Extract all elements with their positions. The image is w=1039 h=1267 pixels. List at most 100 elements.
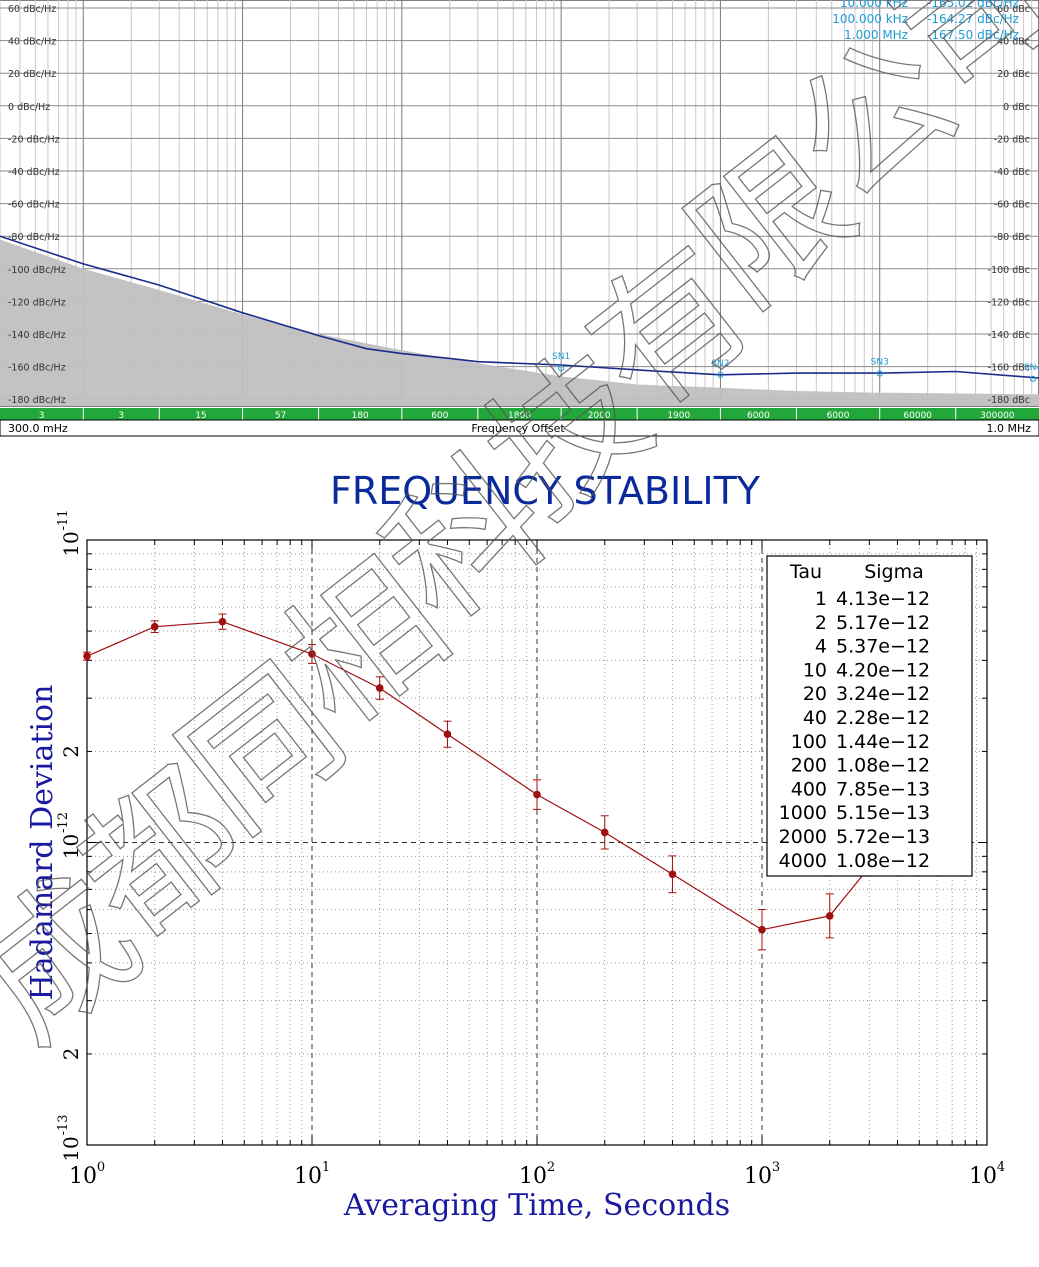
x-tick-exponent: 3 — [772, 1160, 780, 1175]
y-tick-label-right: -80 dBc — [994, 232, 1030, 243]
segment-label: 57 — [275, 411, 286, 421]
marker-label: SN3 — [871, 358, 889, 368]
marker-label: SN1 — [552, 352, 570, 362]
y-tick-label-right: 0 dBc — [1003, 102, 1030, 113]
table-sigma-cell: 5.15e−13 — [836, 802, 930, 824]
x-start-label: 300.0 mHz — [8, 422, 68, 435]
y-tick-label-right: -180 dBc — [988, 395, 1030, 406]
readout-value: -164.27 dBc/Hz — [927, 12, 1019, 26]
data-point — [218, 617, 227, 626]
x-tick-label: 10 — [69, 1164, 97, 1189]
y-tick-label-group: 10-11 — [56, 510, 83, 557]
data-point — [758, 925, 766, 934]
y-tick-label-group: 2 — [59, 1048, 83, 1061]
y-tick-label-left: -40 dBc/Hz — [8, 167, 60, 178]
marker-point — [558, 365, 565, 372]
y-tick-label-group: 10-13 — [56, 1115, 83, 1162]
table-sigma-cell: 7.85e−13 — [836, 778, 930, 800]
segment-label: 60000 — [903, 411, 932, 421]
phase-noise-trace — [0, 235, 1039, 379]
table-tau-cell: 400 — [791, 778, 827, 800]
y-tick-label-left: -80 dBc/Hz — [8, 232, 60, 243]
segment-label: 2000 — [588, 411, 611, 421]
table-sigma-cell: 3.24e−12 — [836, 683, 930, 705]
y-tick-label-left: -180 dBc/Hz — [8, 395, 66, 406]
x-tick-label: 10 — [519, 1164, 547, 1189]
marker-point — [717, 371, 724, 378]
x-end-label: 1.0 MHz — [986, 422, 1031, 435]
y-tick-label: 10 — [59, 1136, 83, 1161]
segment-bar — [0, 408, 1039, 420]
phase-noise-panel: 60 dBc/Hz 40 dBc/Hz 20 dBc/Hz 0 dBc/Hz -20 d… — [0, 0, 1039, 440]
y-tick-label-right: -160 dBc — [988, 363, 1030, 374]
x-tick-exponent: 1 — [322, 1160, 330, 1175]
segment-label: 1900 — [667, 411, 690, 421]
sigma-table-box — [766, 555, 973, 877]
y-tick-exponent: -13 — [56, 1115, 71, 1136]
data-point — [600, 828, 609, 837]
segment-label: 600 — [431, 411, 448, 421]
segment-label: 3 — [118, 411, 124, 421]
noise-floor-area — [0, 239, 1039, 406]
y-tick-label-group: 2 — [59, 745, 83, 758]
y-tick-label-left: -160 dBc/Hz — [8, 363, 66, 374]
x-tick-label: 10 — [744, 1164, 772, 1189]
y-axis-label: Hadamard Deviation — [25, 685, 60, 1001]
segment-label: 15 — [195, 411, 206, 421]
y-tick-label-group: 10-12 — [56, 812, 83, 859]
readout-frequency: 10.000 kHz — [840, 0, 908, 10]
data-point — [375, 684, 384, 692]
y-tick-label-right: 60 dBc — [997, 4, 1030, 15]
data-point — [825, 912, 834, 920]
readout-value: -167.50 dBc/Hz — [927, 28, 1019, 42]
y-tick-exponent: -12 — [56, 812, 71, 833]
table-sigma-cell: 5.72e−13 — [836, 826, 930, 848]
data-point — [443, 730, 452, 739]
phase-noise-chart: 60 dBc/Hz 40 dBc/Hz 20 dBc/Hz 0 dBc/Hz -20 d… — [0, 0, 1039, 437]
y-tick-label: 10 — [59, 531, 83, 556]
x-tick-exponent: 2 — [547, 1160, 555, 1175]
x-tick-exponent: 0 — [97, 1160, 105, 1175]
y-tick-label-right: 20 dBc — [997, 69, 1030, 80]
table-sigma-cell: 5.17e−12 — [836, 612, 930, 634]
marker-point — [1029, 375, 1037, 382]
y-tick-label-right: -40 dBc — [994, 167, 1030, 178]
data-point — [668, 870, 677, 879]
y-tick-label-left: -20 dBc/Hz — [8, 134, 60, 145]
y-tick-label-left: -60 dBc/Hz — [8, 200, 60, 211]
table-header-tau: Tau — [789, 561, 822, 583]
table-sigma-cell: 1.08e−12 — [836, 755, 930, 777]
y-tick-label-left: 20 dBc/Hz — [8, 69, 56, 80]
x-tick-exponent: 4 — [997, 1160, 1005, 1175]
table-tau-cell: 2 — [815, 612, 827, 634]
y-tick-label-right: -140 dBc — [988, 330, 1030, 341]
x-tick-label: 10 — [294, 1164, 322, 1189]
table-sigma-cell: 4.13e−12 — [836, 588, 930, 610]
segment-label: 6000 — [827, 411, 850, 421]
table-sigma-cell: 5.37e−12 — [836, 636, 930, 658]
data-point — [150, 622, 159, 631]
stability-series-line — [86, 621, 898, 931]
marker-label: SN4 — [1024, 363, 1039, 373]
y-tick-label: 10 — [59, 834, 83, 859]
x-axis-strip — [0, 419, 1039, 437]
y-axis-label-group: Hadamard Deviation — [25, 685, 60, 1001]
marker-label: SN2 — [711, 359, 729, 369]
table-tau-cell: 4000 — [779, 850, 827, 872]
segment-label: 300000 — [980, 411, 1015, 421]
x-axis-label: Frequency Offset — [471, 422, 565, 435]
readout-frequency: 1.000 MHz — [844, 28, 908, 42]
table-tau-cell: 1000 — [779, 802, 827, 824]
table-sigma-cell: 1.08e−12 — [836, 850, 930, 872]
segment-label: 3 — [39, 411, 45, 421]
marker-point — [876, 370, 883, 377]
table-tau-cell: 10 — [803, 659, 827, 681]
y-tick-label-left: 40 dBc/Hz — [8, 37, 56, 48]
y-tick-label-left: 0 dBc/Hz — [8, 102, 50, 113]
y-tick-label-left: -120 dBc/Hz — [8, 297, 66, 308]
readout-value: -165.02 dBc/Hz — [927, 0, 1019, 10]
table-tau-cell: 4 — [815, 636, 827, 658]
y-tick-label-right: 40 dBc — [997, 37, 1030, 48]
table-sigma-cell: 1.44e−12 — [836, 731, 930, 753]
